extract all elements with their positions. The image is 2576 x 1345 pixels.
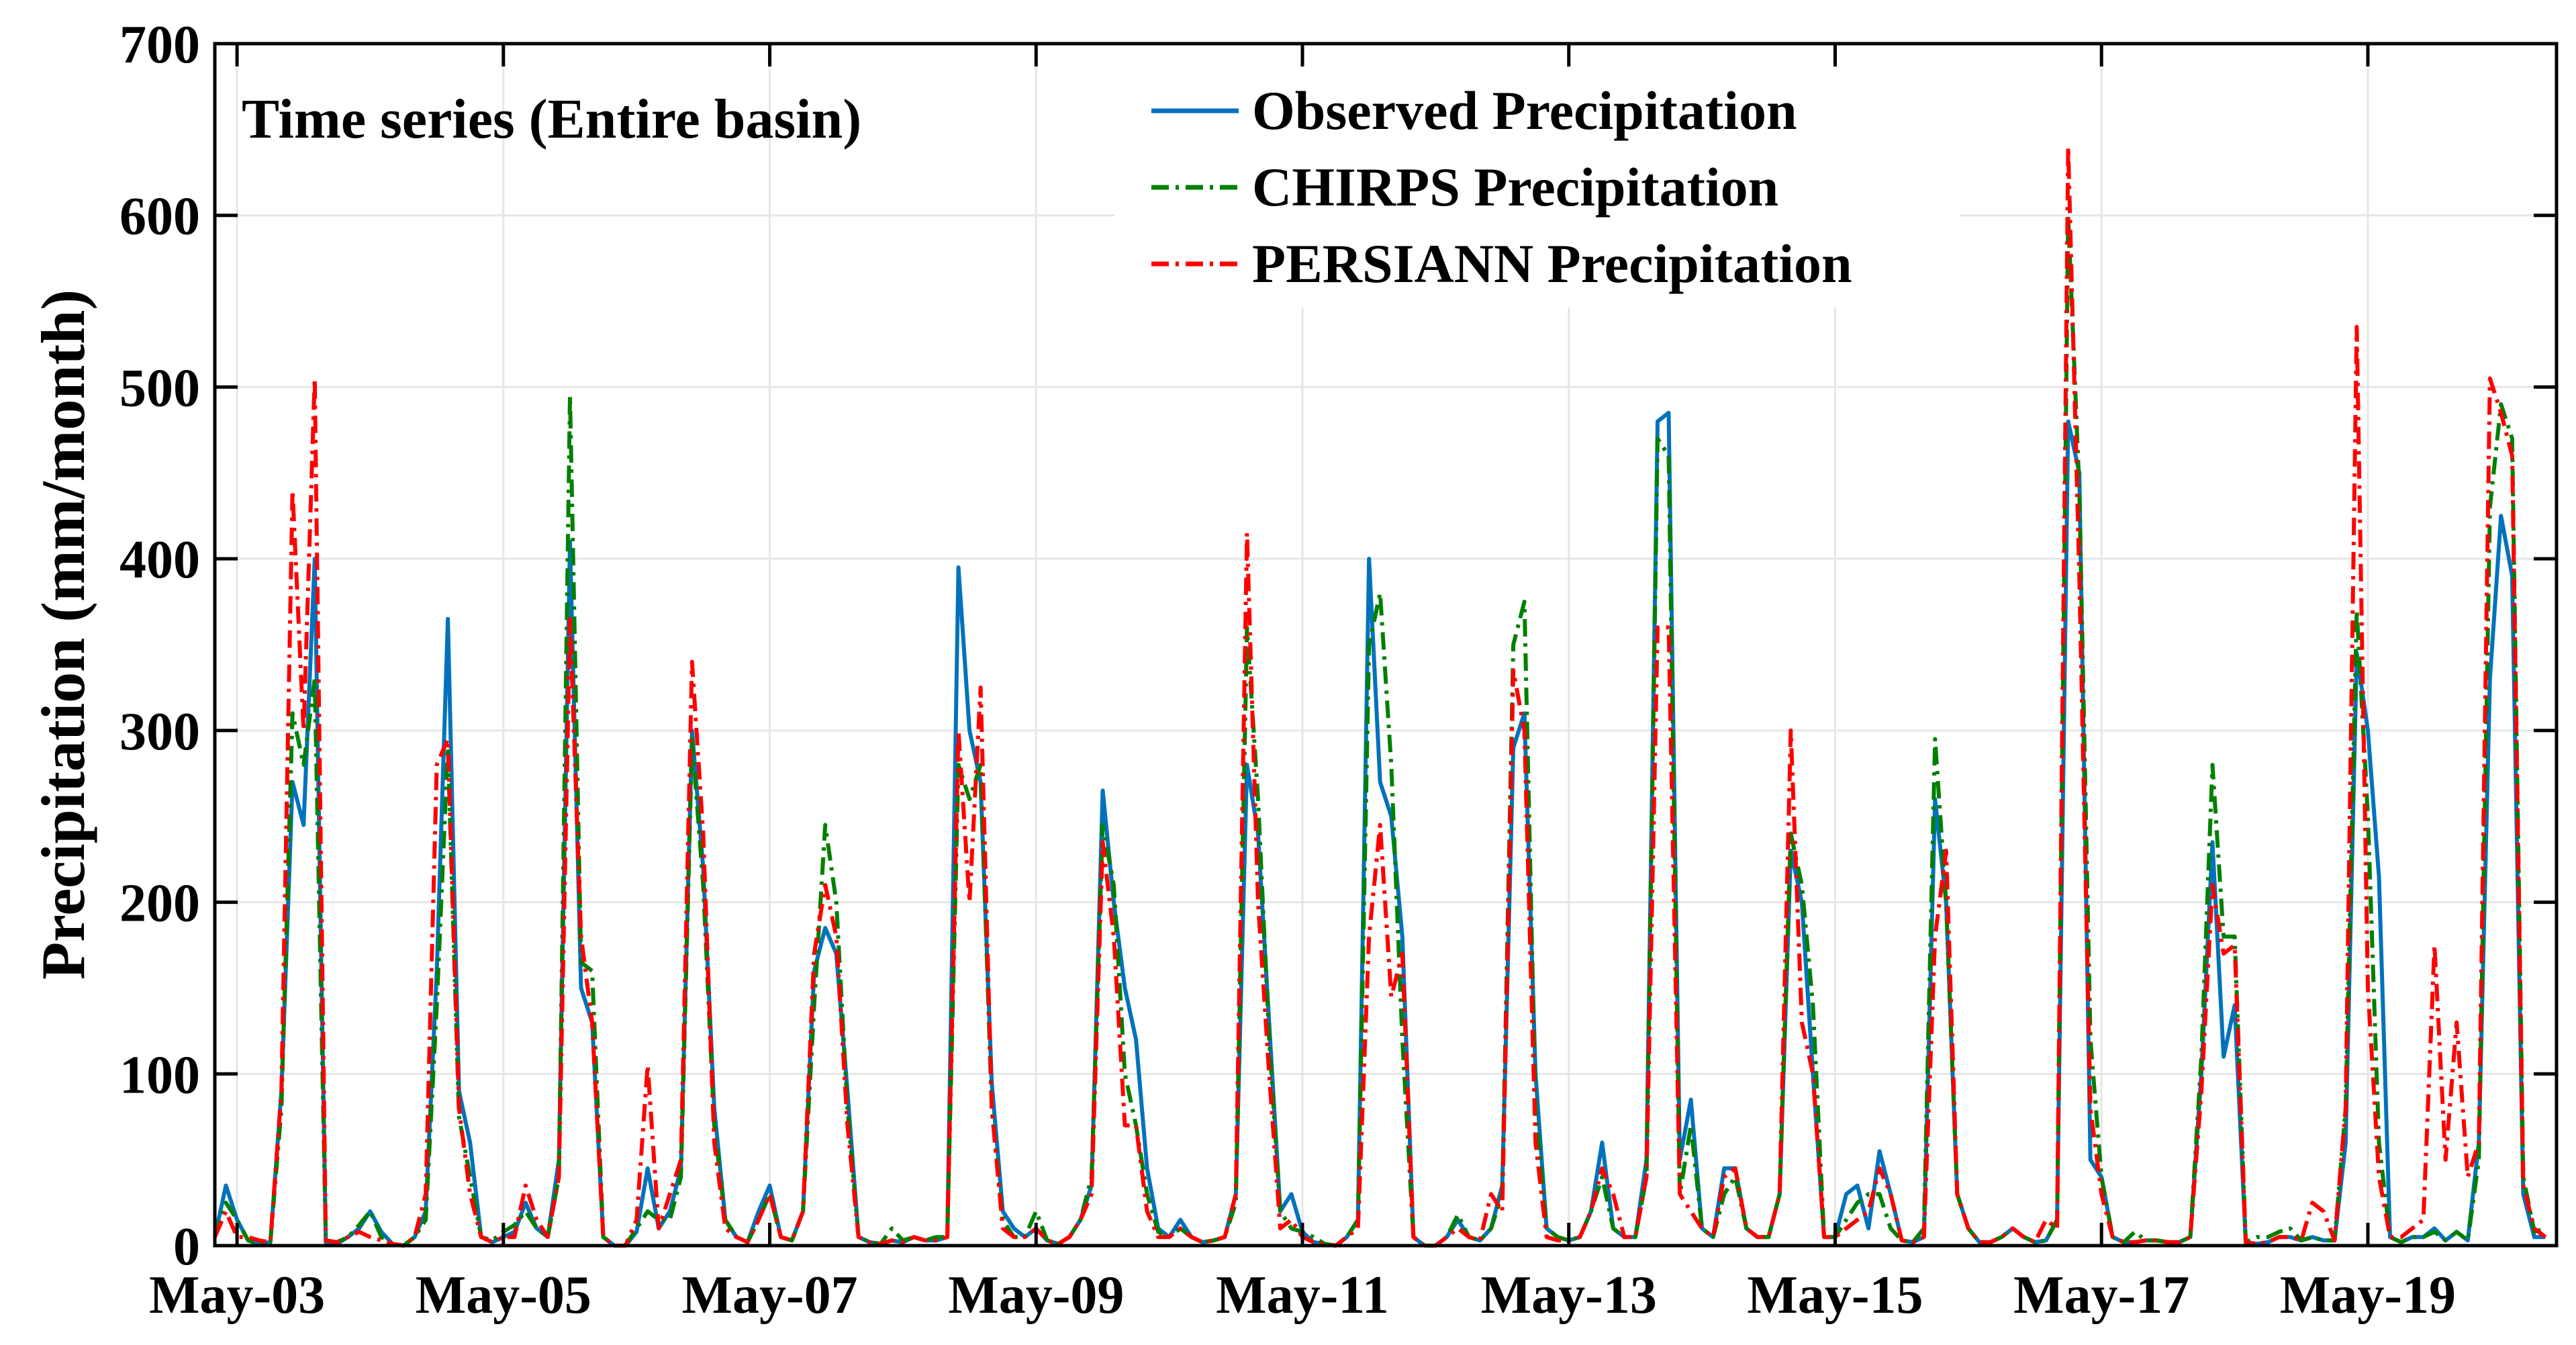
chart-title: Time series (Entire basin) [242,88,861,150]
legend-label-observed: Observed Precipitation [1252,80,1797,141]
y-tick-label: 100 [120,1046,200,1105]
y-tick-label: 300 [120,702,200,761]
x-tick-label: May-13 [1481,1266,1657,1325]
y-tick-label: 200 [120,874,200,933]
y-tick-label: 700 [120,15,200,75]
plot-frame [213,42,2559,1248]
x-tick-label: May-09 [948,1266,1124,1325]
x-tick-label: May-15 [1747,1266,1923,1325]
x-tick-label: May-19 [2280,1266,2456,1325]
legend-box [1114,67,1960,308]
legend: Observed Precipitation CHIRPS Precipitati… [1114,67,1960,308]
y-tick-labels: 0 100 200 300 400 500 600 700 [120,15,200,1277]
x-tick-label: May-11 [1216,1266,1389,1325]
y-tick-label: 500 [120,359,200,418]
y-axis-label: Precipitation (mm/month) [29,289,97,980]
y-tick-label: 0 [173,1217,200,1277]
series-layer [213,144,2547,1248]
x-tick-label: May-17 [2013,1266,2189,1325]
legend-label-persiann: PERSIANN Precipitation [1252,233,1852,294]
series-line-persiann [213,144,2547,1248]
axes-layer [213,42,2559,1248]
y-tick-label: 400 [120,530,200,590]
x-tick-label: May-07 [681,1266,857,1325]
x-tick-labels: May-03 May-05 May-07 May-09 May-11 May-13 May-… [149,1266,2456,1325]
y-tick-label: 600 [120,187,200,246]
x-tick-label: May-03 [149,1266,325,1325]
x-tick-label: May-05 [416,1266,591,1325]
series-line-chirps [213,213,2546,1248]
legend-label-chirps: CHIRPS Precipitation [1252,156,1778,218]
